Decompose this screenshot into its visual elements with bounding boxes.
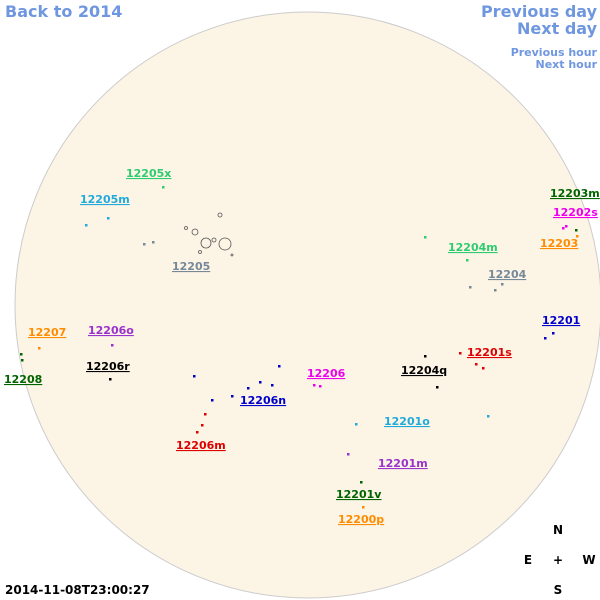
compass-n: N (553, 523, 563, 537)
region-label[interactable]: 12200p (338, 513, 384, 526)
sunspot (424, 355, 427, 358)
sunspot (247, 387, 250, 390)
sunspot (360, 481, 363, 484)
region-label[interactable]: 12204m (448, 241, 498, 254)
compass-w: W (582, 553, 595, 567)
region-label[interactable]: 12201v (336, 488, 382, 501)
sunspot (362, 506, 365, 509)
sunspot-group (184, 212, 234, 257)
sunspot (278, 365, 281, 368)
region-label[interactable]: 12201s (467, 346, 512, 359)
region-label[interactable]: 12201 (542, 314, 580, 327)
region-label[interactable]: 12207 (28, 326, 66, 339)
compass-e: E (524, 553, 532, 567)
region-label[interactable]: 12205 (172, 260, 210, 273)
region-label[interactable]: 12206o (88, 324, 134, 337)
back-link[interactable]: Back to 2014 (5, 2, 122, 21)
sunspot (466, 259, 469, 262)
solar-disk (14, 11, 600, 599)
compass-center: + (553, 553, 563, 567)
sunspot (355, 423, 358, 426)
region-label[interactable]: 12201o (384, 415, 430, 428)
sunspot (494, 289, 497, 292)
previous-hour-link[interactable]: Previous hour (511, 46, 598, 59)
sunspot (143, 243, 146, 246)
sunspot (575, 229, 578, 232)
region-label[interactable]: 12206n (240, 394, 286, 407)
compass-s: S (554, 583, 563, 597)
previous-day-link[interactable]: Previous day (481, 2, 598, 21)
sunspot (347, 453, 350, 456)
sunspot (436, 386, 439, 389)
sunspot (482, 367, 485, 370)
sunspot (562, 227, 565, 230)
sunspot (565, 225, 568, 228)
sunspot (152, 241, 155, 244)
region-label[interactable]: 12206r (86, 360, 130, 373)
next-hour-link[interactable]: Next hour (536, 58, 598, 71)
sunspot (487, 415, 490, 418)
region-label[interactable]: 12203m (550, 187, 600, 200)
region-label[interactable]: 12206m (176, 439, 226, 452)
sunspot (231, 395, 234, 398)
sunspot (109, 378, 112, 381)
region-label[interactable]: 12204 (488, 268, 527, 281)
sunspot (313, 384, 316, 387)
region-label[interactable]: 12206 (307, 367, 346, 380)
sunspot (475, 363, 478, 366)
sunspot (107, 217, 110, 220)
sunspot (501, 283, 504, 286)
sunspot (459, 352, 462, 355)
sunspot (469, 286, 472, 289)
sunspot (196, 431, 199, 434)
sunspot (193, 375, 196, 378)
sunspot (204, 413, 207, 416)
sunspot (201, 424, 204, 427)
region-label[interactable]: 12208 (4, 373, 42, 386)
sunspot (552, 332, 555, 335)
sunspot (271, 384, 274, 387)
sunspot (20, 353, 23, 356)
sunspot (576, 235, 579, 238)
region-label[interactable]: 12204q (401, 364, 447, 377)
region-label[interactable]: 12202s (553, 206, 598, 219)
sunspot (111, 344, 114, 347)
region-label[interactable]: 12201m (378, 457, 428, 470)
sunspot (85, 224, 88, 227)
region-label[interactable]: 12203 (540, 237, 578, 250)
timestamp: 2014-11-08T23:00:27 (5, 583, 150, 597)
next-day-link[interactable]: Next day (517, 19, 598, 38)
sunspot (21, 359, 24, 362)
sunspot (162, 186, 165, 189)
region-label[interactable]: 12205m (80, 193, 130, 206)
sunspot (544, 337, 547, 340)
sunspot (38, 347, 41, 350)
sunspot (319, 385, 322, 388)
region-label[interactable]: 12205x (126, 167, 171, 180)
sunspot (211, 399, 214, 402)
sunspot (259, 381, 262, 384)
sunspot (424, 236, 427, 239)
